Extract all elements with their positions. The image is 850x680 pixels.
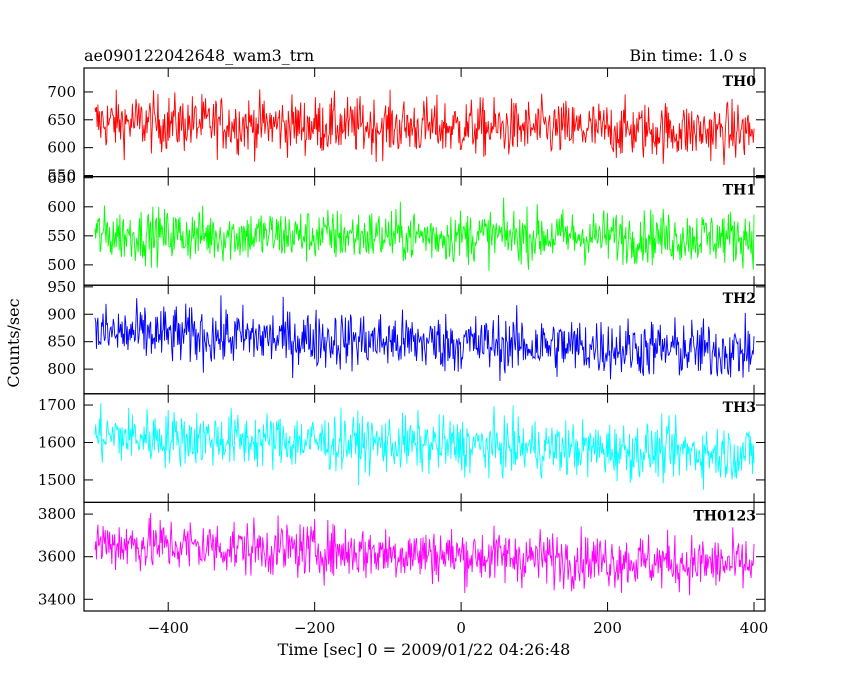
panel-label: TH2 (723, 291, 756, 307)
panel-th0123: 3400 3600 3800 TH0123 (38, 501, 766, 612)
y-tick-label: 1500 (38, 471, 76, 489)
panel-label: TH0123 (693, 508, 756, 524)
x-axis-label: Time [sec] 0 = 2009/01/22 04:26:48 (278, 640, 571, 659)
series-th0 (94, 89, 755, 165)
series-th0123 (94, 512, 755, 596)
bin-time-label: Bin time: 1.0 s (629, 46, 747, 65)
y-tick-label: 550 (47, 166, 76, 184)
panel-th2: 800 850 900 950 TH2 (47, 278, 766, 395)
y-tick-label: 600 (47, 139, 76, 157)
series-th1 (94, 197, 755, 271)
y-tick-label: 700 (47, 83, 76, 101)
series-th2 (94, 295, 755, 381)
x-tick-label: 400 (740, 619, 769, 637)
panel-label: TH3 (723, 400, 756, 416)
panel-label: TH1 (723, 183, 756, 199)
y-tick-label: 1600 (38, 433, 76, 451)
panel-th3: 1500 1600 1700 TH3 (38, 393, 766, 503)
panel-group: 550 600 650 700 TH0 500 550 600 650 TH1 800 850 900 9… (38, 67, 766, 612)
y-tick-label: 800 (47, 360, 76, 378)
panel-th0: 550 600 650 700 TH0 (47, 67, 766, 184)
y-axis-label: Counts/sec (4, 298, 23, 387)
y-tick-label: 600 (47, 198, 76, 216)
y-tick-label: 950 (47, 278, 76, 296)
chart-title: ae090122042648_wam3_trn (84, 46, 314, 65)
x-tick-label: −200 (294, 619, 335, 637)
x-tick-label: 200 (593, 619, 622, 637)
y-tick-label: 3800 (38, 505, 76, 523)
x-tick-label: 0 (456, 619, 466, 637)
x-axis: −400 −200 0 200 400 (148, 619, 769, 637)
y-tick-label: 3600 (38, 548, 76, 566)
y-tick-label: 850 (47, 333, 76, 351)
y-tick-label: 1700 (38, 396, 76, 414)
y-tick-label: 650 (47, 169, 76, 187)
y-tick-label: 650 (47, 111, 76, 129)
x-tick-label: −400 (148, 619, 189, 637)
series-th3 (94, 403, 755, 490)
y-tick-label: 3400 (38, 590, 76, 608)
y-tick-label: 900 (47, 305, 76, 323)
panel-label: TH0 (723, 74, 757, 90)
y-tick-label: 500 (47, 256, 76, 274)
y-tick-label: 550 (47, 227, 76, 245)
panel-frame (83, 393, 766, 503)
panel-th1: 500 550 600 650 TH1 (47, 169, 766, 286)
